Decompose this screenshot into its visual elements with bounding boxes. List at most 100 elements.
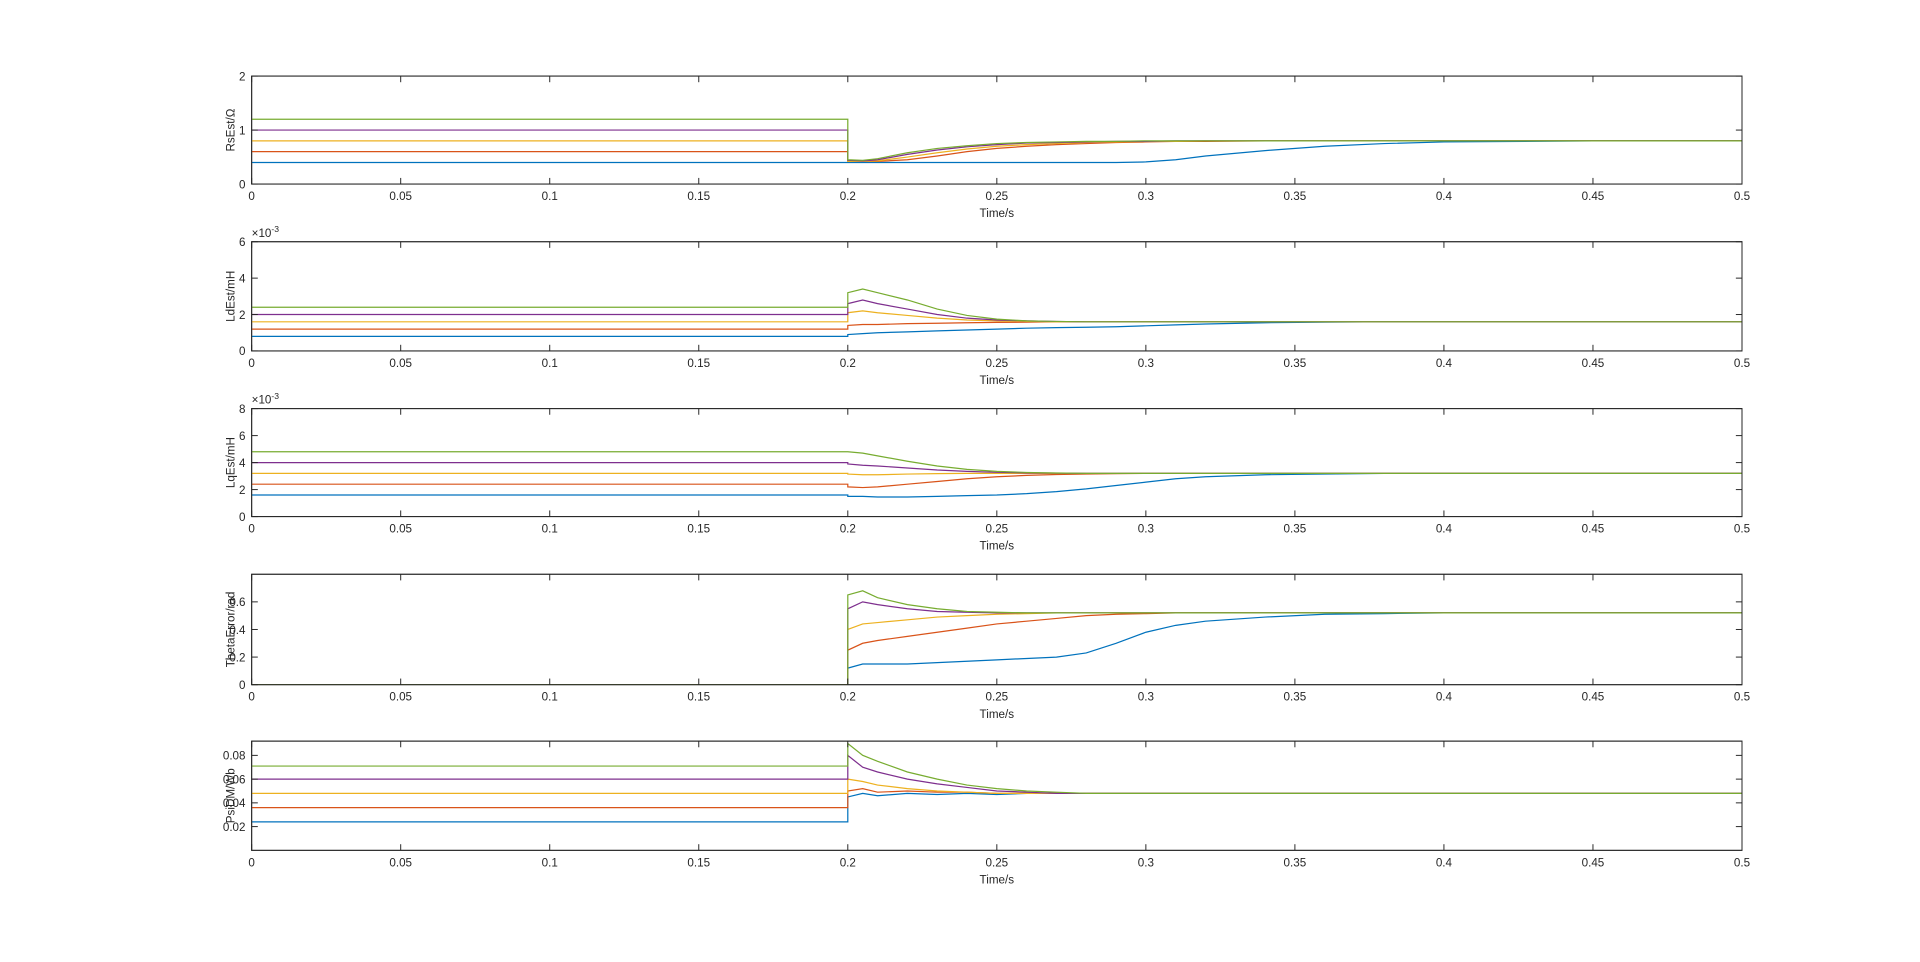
exponent-power: -3	[271, 391, 279, 401]
x-tick-label: 0.4	[1436, 856, 1453, 869]
subplot: 0 0.05 0.1 0.15 0.2 0.25 0.3 0.35 0.4 0.45 0.5 0 0.2…	[224, 573, 1750, 721]
y-axis-label: ThetaError/rad	[224, 592, 237, 668]
x-axis-label: Time/s	[980, 708, 1015, 721]
y-exponent: ×10-3	[252, 224, 280, 240]
x-tick-label: 0.2	[840, 856, 856, 869]
plot-area	[251, 118, 1742, 164]
axes-box	[251, 740, 1743, 851]
y-axis-label: LdEst/mH	[224, 271, 237, 322]
x-tick-label: 0.45	[1582, 190, 1605, 203]
x-tick-label: 0.5	[1734, 190, 1750, 203]
y-tick-label: 6	[239, 430, 245, 443]
y-axis-label: LqEst/mH	[224, 437, 237, 488]
x-tick-label: 0.05	[389, 190, 412, 203]
x-tick-label: 0.2	[840, 357, 856, 370]
x-tick-label: 0.1	[542, 856, 558, 869]
data-line	[251, 742, 1742, 794]
x-tick-label: 0.05	[389, 523, 412, 536]
x-tick-label: 0.35	[1284, 357, 1307, 370]
y-tick-label: 0	[239, 679, 246, 692]
y-tick-label: 2	[239, 484, 245, 497]
y-tick-label: 0.2	[229, 651, 245, 664]
x-tick-label: 0	[248, 856, 255, 869]
exponent-base: ×10	[252, 227, 272, 240]
x-tick-label: 0.05	[389, 856, 412, 869]
y-tick-label: 4	[239, 457, 246, 470]
y-axis-label: RsEst/Ω	[224, 108, 237, 151]
y-tick-label: 0	[239, 345, 246, 358]
subplot: 0 0.05 0.1 0.15 0.2 0.25 0.3 0.35 0.4 0.45 0.5 0.02…	[223, 740, 1750, 886]
y-tick-label: 0	[239, 178, 246, 191]
y-tick-label: 0.04	[223, 797, 246, 810]
x-tick-label: 0.4	[1436, 357, 1453, 370]
x-tick-label: 0.1	[542, 190, 558, 203]
subplot: 0 0.05 0.1 0.15 0.2 0.25 0.3 0.35 0.4 0.45 0.5 0 1 2 T…	[224, 70, 1750, 220]
plot-area	[251, 288, 1742, 337]
x-axis-label: Time/s	[980, 873, 1015, 886]
plot-area	[251, 590, 1742, 685]
y-tick-label: 0.08	[223, 750, 246, 763]
x-tick-label: 0.2	[840, 523, 856, 536]
x-tick-label: 0.5	[1734, 691, 1750, 704]
x-tick-label: 0.4	[1436, 691, 1453, 704]
subplot: 0 0.05 0.1 0.15 0.2 0.25 0.3 0.35 0.4 0.45 0.5 0 2 4 6…	[224, 224, 1750, 387]
x-tick-label: 0.45	[1582, 523, 1605, 536]
x-tick-label: 0.15	[687, 691, 710, 704]
y-tick-label: 8	[239, 403, 245, 416]
x-tick-label: 0.15	[687, 190, 710, 203]
x-tick-label: 0.1	[542, 523, 558, 536]
x-tick-label: 0.15	[687, 856, 710, 869]
exponent-power: -3	[271, 224, 279, 234]
x-axis-label: Time/s	[980, 374, 1015, 387]
x-tick-label: 0.45	[1582, 357, 1605, 370]
x-tick-label: 0.15	[687, 523, 710, 536]
x-tick-label: 0.35	[1284, 523, 1307, 536]
x-tick-label: 0.25	[985, 523, 1008, 536]
y-tick-label: 2	[239, 309, 245, 322]
subplot: 0 0.05 0.1 0.15 0.2 0.25 0.3 0.35 0.4 0.45 0.5 0 2 4 6…	[224, 391, 1750, 553]
data-line	[251, 140, 1742, 164]
axes-box	[251, 241, 1743, 352]
exponent-base: ×10	[252, 394, 272, 407]
x-tick-label: 0.4	[1436, 190, 1453, 203]
x-tick-label: 0.3	[1138, 357, 1154, 370]
y-axis-label: PsiDM/Wb	[224, 768, 237, 823]
data-line	[251, 590, 1742, 685]
y-tick-label: 0.02	[223, 821, 246, 834]
y-tick-label: 0.06	[223, 773, 246, 786]
x-tick-label: 0.45	[1582, 856, 1605, 869]
y-tick-label: 6	[239, 236, 245, 249]
y-tick-label: 0	[239, 511, 246, 524]
data-line	[251, 451, 1742, 475]
x-tick-label: 0.35	[1284, 190, 1307, 203]
x-tick-label: 0.05	[389, 357, 412, 370]
axes-box	[251, 573, 1743, 686]
plot-area	[251, 742, 1742, 823]
x-axis-label: Time/s	[980, 540, 1015, 553]
x-tick-label: 0.25	[985, 691, 1008, 704]
x-tick-label: 0.5	[1734, 856, 1750, 869]
x-tick-label: 0	[248, 691, 255, 704]
y-tick-label: 1	[239, 124, 245, 137]
x-tick-label: 0.5	[1734, 523, 1750, 536]
x-tick-label: 0.45	[1582, 691, 1605, 704]
y-tick-label: 0.6	[229, 596, 245, 609]
data-line	[251, 118, 1742, 161]
plot-area	[251, 451, 1742, 498]
y-tick-label: 2	[239, 70, 245, 83]
x-tick-label: 0	[248, 523, 255, 536]
y-tick-label: 0.4	[229, 624, 246, 637]
x-tick-label: 0.25	[985, 357, 1008, 370]
x-tick-label: 0.2	[840, 190, 856, 203]
x-tick-label: 0.1	[542, 691, 558, 704]
x-tick-label: 0.35	[1284, 691, 1307, 704]
x-tick-label: 0	[248, 190, 255, 203]
x-tick-label: 0.2	[840, 691, 856, 704]
y-exponent: ×10-3	[252, 391, 280, 407]
x-tick-label: 0.5	[1734, 357, 1750, 370]
x-tick-label: 0.25	[985, 856, 1008, 869]
x-tick-label: 0.05	[389, 691, 412, 704]
x-tick-label: 0.1	[542, 357, 558, 370]
